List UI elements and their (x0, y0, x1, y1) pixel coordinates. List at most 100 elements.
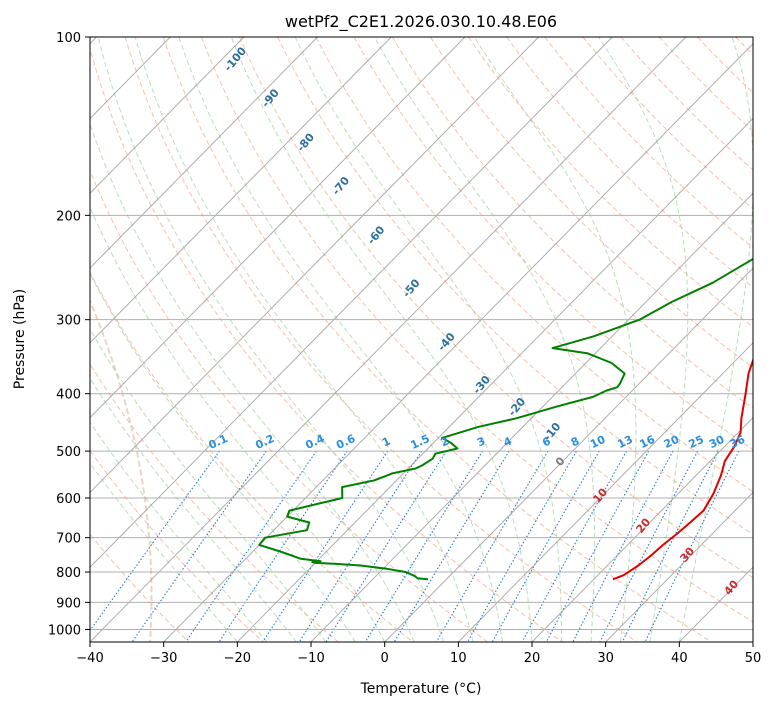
y-tick-label: 600 (56, 492, 81, 507)
isotherm-line (90, 37, 539, 494)
mixing-ratio-line (599, 450, 699, 642)
mixing-ratio-label: 25 (687, 433, 706, 451)
x-axis: −40 −30 −20 −10 0 10 20 30 40 50 (76, 642, 761, 666)
x-tick-label: 20 (524, 651, 541, 666)
y-axis-label: Pressure (hPa) (12, 289, 28, 389)
mixing-ratio-label: 1.5 (409, 432, 432, 452)
x-tick-label: −40 (76, 651, 103, 666)
dry-adiabat-line (353, 37, 753, 451)
x-axis-label: Temperature (°C) (360, 681, 482, 697)
mixing-ratio-line (185, 450, 317, 642)
isotherm-line (90, 37, 318, 269)
y-tick-label: 900 (56, 596, 81, 611)
mixing-ratio-line (572, 450, 674, 642)
y-tick-label: 400 (56, 388, 81, 403)
isotherm-line (605, 491, 753, 642)
dry-adiabat-label: -40 (435, 330, 458, 354)
dry-adiabat-line (315, 37, 753, 493)
isotherm-line (752, 641, 753, 642)
mixing-ratio-line (467, 450, 578, 642)
x-tick-label: −10 (297, 651, 324, 666)
dry-adiabat-label: -80 (294, 130, 317, 154)
mixing-ratio-label: 20 (662, 433, 682, 451)
dry-adiabat-line (391, 37, 753, 409)
y-tick-label: 800 (56, 566, 81, 581)
isotherm-line (90, 37, 613, 568)
isotherm-line (384, 267, 753, 642)
isotherm-line (457, 342, 753, 642)
mixing-ratio-label: 36 (728, 433, 748, 451)
profile-line-2 (258, 257, 753, 581)
mixing-ratio-label: 10 (588, 433, 608, 451)
dry-adiabat-line (124, 37, 638, 642)
mixing-ratio-line (364, 450, 484, 642)
dry-adiabat-label: 30 (677, 544, 697, 564)
plot-frame (89, 36, 754, 643)
mixing-ratio-label: 1 (380, 434, 392, 449)
isotherm-line (310, 192, 753, 642)
dry-adiabat-label: -70 (330, 174, 353, 198)
moist-adiabat-line (90, 328, 327, 642)
isotherm-line (236, 117, 753, 642)
moist-adiabat-line (90, 421, 268, 642)
mixing-ratio-line (521, 450, 628, 642)
chart-title: wetPf2_C2E1.2026.030.10.48.E06 (285, 12, 557, 32)
dry-adiabat-line (620, 37, 753, 171)
dry-adiabat-label: -60 (365, 223, 388, 247)
moist-adiabat-line (678, 37, 753, 642)
moist-adiabat-line (134, 37, 474, 642)
dry-adiabat-line (468, 37, 753, 328)
y-tick-label: 500 (56, 445, 81, 460)
dry-adiabat-line (90, 271, 414, 642)
moist-adiabat-line (90, 462, 238, 642)
dry-adiabat-line (90, 46, 563, 642)
x-tick-label: 40 (671, 651, 688, 666)
dry-adiabat-line (697, 37, 753, 94)
mixing-ratio-label: 13 (615, 433, 634, 451)
dry-adiabat-line (200, 37, 753, 623)
dry-adiabat-label: 0 (553, 454, 568, 468)
dry-adiabat-line (658, 37, 753, 132)
mixing-ratio-line (325, 450, 447, 642)
mixing-ratio-label: 30 (707, 433, 727, 451)
dry-adiabat-label: 20 (633, 515, 653, 535)
x-tick-label: −30 (150, 651, 177, 666)
mixing-ratio-label: 16 (638, 433, 658, 451)
mixing-ratio-line (218, 450, 348, 642)
moist-adiabat-line (90, 272, 356, 642)
grid-lines (90, 37, 753, 642)
dry-adiabat-line (90, 363, 339, 642)
mixing-ratio-line (435, 450, 549, 642)
x-tick-label: 30 (597, 651, 614, 666)
x-tick-label: 50 (745, 651, 762, 666)
isotherm-line (531, 416, 753, 642)
mixing-ratio-label: 3 (475, 434, 487, 449)
mixing-ratio-line (545, 450, 650, 642)
x-tick-label: 0 (381, 651, 389, 666)
dry-adiabat-line (506, 37, 753, 288)
y-axis: 100 200 300 400 500 600 700 800 900 1000 (48, 31, 90, 638)
dry-adiabat-line (90, 449, 264, 642)
y-tick-label: 700 (56, 532, 81, 547)
curved-guide-line (90, 298, 153, 642)
series-lines (258, 257, 753, 581)
mixing-ratio-line (298, 450, 423, 642)
dry-adiabat-line (90, 169, 488, 642)
isotherm-line (90, 37, 466, 419)
moist-adiabat-line (97, 37, 445, 642)
dry-adiabat-line (735, 37, 753, 56)
moist-adiabat-line (294, 37, 562, 642)
y-tick-label: 300 (56, 314, 81, 329)
isotherm-line (90, 37, 245, 194)
moist-adiabat-line (90, 206, 386, 642)
y-tick-label: 200 (56, 209, 81, 224)
isotherm-line (90, 37, 392, 344)
mixing-ratio-line (262, 450, 389, 642)
dry-adiabat-label: -50 (400, 276, 423, 300)
moist-adiabat-line (598, 37, 689, 642)
moist-adiabat-line (473, 37, 637, 642)
profile-line-1 (612, 357, 753, 581)
isotherm-line (90, 37, 687, 642)
mixing-ratio-label: 8 (569, 434, 581, 449)
dry-adiabat-line (90, 533, 190, 642)
